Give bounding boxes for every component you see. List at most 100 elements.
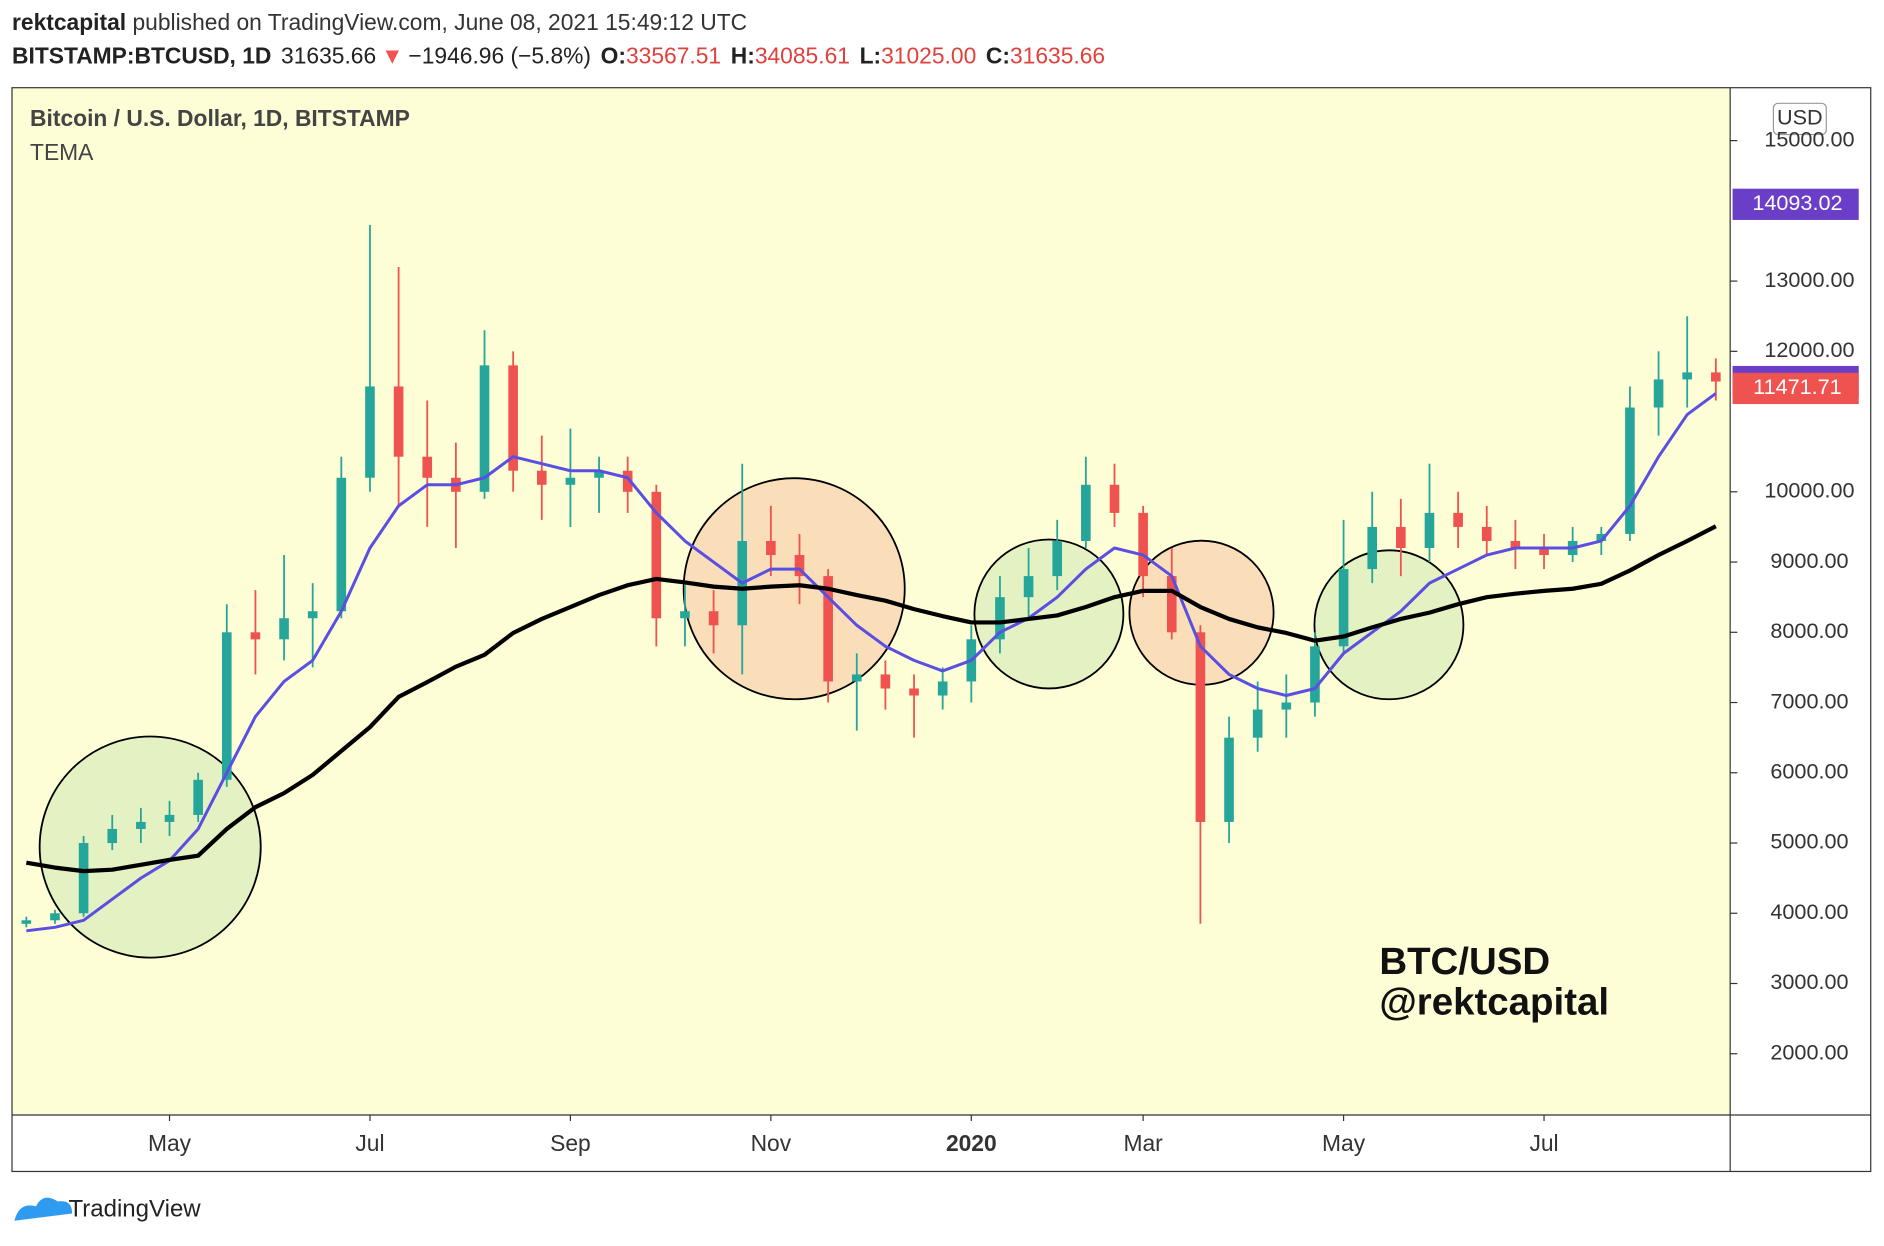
brand-logo [14, 1197, 73, 1221]
candle-body [680, 611, 690, 619]
symbol: BITSTAMP:BTCUSD, 1D [12, 43, 271, 69]
watermark: BTC/USD [1379, 940, 1550, 983]
ohlc-key: C: [986, 43, 1010, 69]
candle-body [766, 540, 776, 556]
price-label: 14093.02 [1752, 190, 1842, 215]
canvas: rektcapital published on TradingView.com… [11, 9, 1872, 1222]
candle-body [50, 913, 60, 921]
price-label: 11471.71 [1753, 374, 1842, 399]
x-tick-label: May [1322, 1130, 1366, 1156]
chart-title: Bitcoin / U.S. Dollar, 1D, BITSTAMP [30, 105, 410, 131]
indicator-name: TEMA [30, 139, 94, 165]
candle-body [279, 618, 289, 640]
candle-body [794, 555, 805, 577]
candle-body [622, 470, 633, 492]
x-tick-label: Sep [550, 1130, 591, 1156]
candle-body [393, 386, 404, 457]
highlight-circle [1313, 549, 1465, 701]
candle-body [1510, 540, 1521, 549]
header-line: rektcapital published on TradingView.com… [12, 9, 747, 35]
candle-body [651, 491, 662, 619]
author: rektcapital [12, 9, 126, 35]
candle-body [1023, 576, 1034, 598]
ohlc-key: L: [860, 43, 882, 69]
candle-body [164, 814, 175, 822]
x-tick-label: Jul [1529, 1130, 1558, 1156]
candle-body [565, 477, 576, 485]
x-tick-label: Nov [751, 1130, 792, 1156]
candle-body [937, 681, 948, 696]
candle-body [851, 674, 862, 682]
candle-body [1338, 569, 1349, 647]
symbol-line: BITSTAMP:BTCUSD, 1D 31635.66 ▼ −1946.96 (−5… [12, 43, 1105, 69]
currency-box[interactable] [1772, 102, 1827, 136]
ohlc-value: 31635.66 [1010, 43, 1105, 69]
candle-body [1481, 526, 1492, 541]
watermark: @rektcapital [1379, 981, 1609, 1024]
candle-body [107, 828, 118, 844]
candle-body [823, 576, 833, 682]
candle-body [1081, 484, 1091, 541]
candle-body [1195, 632, 1206, 822]
candle-body [1138, 512, 1148, 577]
candle-body [422, 456, 433, 478]
candle-body [1396, 526, 1406, 549]
candle-body [193, 779, 203, 815]
candle-body [1367, 526, 1378, 570]
currency[interactable]: USD [1777, 105, 1823, 130]
published: published on TradingView.com, June 08, 2… [132, 9, 747, 35]
price-label-box [1732, 188, 1859, 220]
candle-body [21, 920, 32, 924]
x-tick-label: Mar [1123, 1130, 1163, 1156]
candle-body [1109, 484, 1120, 513]
y-tick-label: 15000.00 [1764, 126, 1854, 151]
candle-body [995, 597, 1005, 640]
candle-body [336, 477, 347, 612]
candle-body [365, 386, 375, 478]
candle-body [536, 470, 547, 485]
x-tick-label: Jul [355, 1130, 384, 1156]
highlight-circle [682, 477, 906, 701]
candle-body [1310, 646, 1320, 703]
chart-frame [11, 87, 1872, 1173]
candle-body [1682, 372, 1693, 380]
candle-body [1711, 372, 1721, 382]
candle-body [1424, 512, 1435, 549]
y-tick-label: 3000.00 [1770, 969, 1848, 994]
candle-body [1625, 407, 1635, 534]
annotations [38, 477, 1465, 959]
indicator-line [25, 524, 1717, 874]
y-tick-label: 10000.00 [1764, 478, 1854, 503]
change: −1946.96 (−5.8%) [408, 43, 591, 69]
candle-body [307, 611, 318, 619]
ohlc-key: H: [731, 43, 755, 69]
indicator-line [26, 392, 1717, 933]
candle-body [708, 611, 719, 626]
brand: TradingView [68, 1195, 201, 1222]
candle-body [1653, 379, 1664, 408]
x-tick-label: 2020 [946, 1130, 997, 1156]
y-tick-label: 8000.00 [1770, 618, 1848, 643]
ohlc-value: 34085.61 [755, 43, 850, 69]
y-tick-label: 13000.00 [1764, 267, 1854, 292]
candle-body [250, 632, 261, 640]
y-tick-label: 9000.00 [1770, 548, 1848, 573]
ohlc-key: O: [601, 43, 626, 69]
candle-body [1052, 540, 1063, 577]
candle-body [136, 821, 146, 829]
change-arrow: ▼ [381, 43, 404, 69]
candle-body [880, 674, 891, 689]
highlight-circle [973, 538, 1125, 690]
candle-body [1281, 702, 1292, 710]
last-price: 31635.66 [281, 43, 376, 69]
candle-body [909, 688, 919, 696]
highlight-circle [38, 735, 262, 959]
ohlc-value: 33567.51 [626, 43, 721, 69]
candle-body [1453, 512, 1463, 527]
candle-body [508, 365, 518, 471]
price-label-box [1732, 372, 1859, 405]
y-tick-label: 12000.00 [1764, 337, 1854, 362]
candle-body [221, 632, 232, 780]
candle-body [1166, 576, 1177, 633]
